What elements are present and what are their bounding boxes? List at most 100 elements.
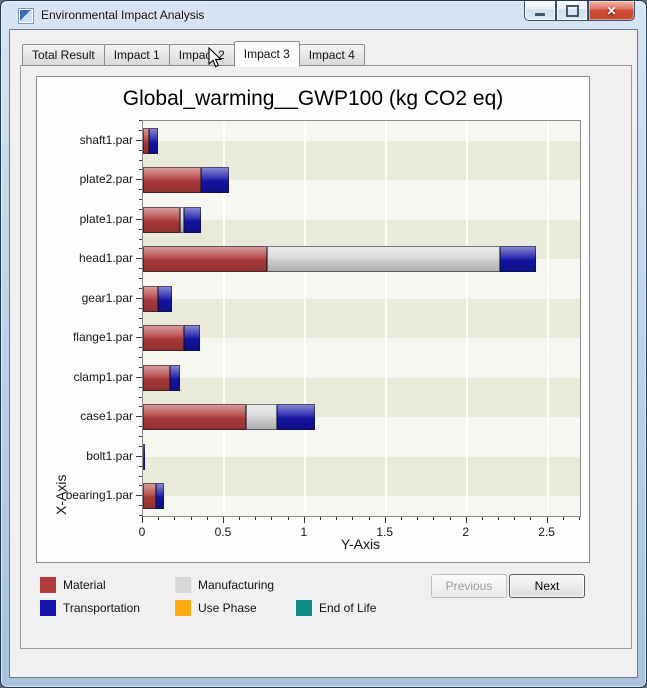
- bar-segment-material: [143, 167, 202, 194]
- axis-tick: [136, 455, 142, 457]
- chart-title: Global_warming__GWP100 (kg CO2 eq): [122, 87, 504, 110]
- axis-tick: [139, 515, 142, 516]
- bar-segment-material: [143, 443, 144, 470]
- axis-tick: [139, 465, 142, 467]
- minimize-icon: [535, 13, 545, 16]
- bar-segment-manufacturing: [266, 246, 500, 273]
- maximize-icon: [565, 4, 579, 17]
- bar-segment-material: [143, 206, 181, 233]
- axis-tick: [139, 396, 142, 398]
- tab-impact-2[interactable]: Impact 2: [168, 44, 235, 66]
- close-icon: ✕: [606, 3, 617, 18]
- next-button[interactable]: Next: [509, 574, 585, 598]
- legend-item-end-of-life: End of Life: [296, 600, 376, 616]
- value-axis-title: Y-Axis: [340, 536, 381, 552]
- tab-impact-1[interactable]: Impact 1: [103, 44, 170, 66]
- axis-tick: [136, 376, 142, 378]
- legend-label: Material: [63, 578, 106, 592]
- axis-tick: [136, 297, 142, 299]
- tab-panel-impact-3: Global_warming__GWP100 (kg CO2 eq) X-Axi…: [20, 65, 632, 649]
- axis-tick: [139, 475, 142, 477]
- plot-band: [143, 298, 580, 339]
- axis-tick: [530, 517, 532, 520]
- chart-legend: Material Manufacturing Transportation Use P…: [40, 577, 460, 627]
- axis-tick: [465, 517, 467, 523]
- bar-segment-material: [143, 246, 267, 273]
- axis-tick: [136, 258, 142, 260]
- bar-segment-material: [143, 483, 156, 510]
- mouse-cursor-icon: [208, 47, 223, 68]
- maximize-button[interactable]: [556, 1, 588, 21]
- bar-segment-manufacturing: [245, 404, 277, 431]
- axis-tick: [142, 517, 143, 523]
- legend-label: End of Life: [319, 601, 377, 615]
- axis-tick: [255, 517, 257, 520]
- legend-swatch-use-phase: [175, 600, 191, 616]
- axis-tick: [139, 445, 142, 447]
- bar-segment-material: [143, 404, 246, 431]
- tick-label: 2: [462, 525, 470, 539]
- axis-tick: [139, 149, 142, 151]
- legend-item-transportation: Transportation: [40, 600, 140, 616]
- title-bar[interactable]: Environmental Impact Analysis ✕: [1, 1, 646, 29]
- tab-strip: Total Result Impact 1 Impact 2 Impact 3 Impa…: [22, 41, 365, 67]
- bar-segment-material: [143, 127, 150, 154]
- tick-label: 2.5: [538, 525, 555, 539]
- axis-tick: [481, 517, 483, 520]
- axis-tick: [139, 278, 142, 279]
- category-label: plate2.par: [79, 172, 133, 187]
- minimize-button[interactable]: [524, 1, 556, 21]
- legend-item-material: Material: [40, 577, 106, 593]
- tab-total-result[interactable]: Total Result: [22, 44, 105, 66]
- axis-tick: [139, 366, 142, 368]
- axis-tick: [139, 238, 142, 240]
- axis-tick: [139, 327, 142, 329]
- axis-tick: [433, 517, 435, 520]
- category-label: gear1.par: [81, 290, 133, 305]
- axis-tick: [139, 347, 142, 349]
- axis-tick: [336, 517, 338, 520]
- bar-segment-transportation: [276, 404, 315, 431]
- axis-tick: [136, 139, 142, 141]
- axis-tick: [139, 436, 142, 437]
- axis-tick: [562, 517, 564, 520]
- bar-segment-transportation: [157, 285, 173, 312]
- axis-tick: [368, 517, 370, 520]
- tick-label: 1: [300, 525, 308, 539]
- plot-band: [143, 496, 580, 516]
- category-label: flange1.par: [72, 330, 133, 345]
- legend-swatch-transportation: [40, 600, 56, 616]
- window-title: Environmental Impact Analysis: [41, 8, 205, 22]
- plot-band: [143, 338, 580, 378]
- previous-button[interactable]: Previous: [431, 574, 507, 598]
- tick-label: 0: [138, 525, 146, 539]
- legend-item-manufacturing: Manufacturing: [175, 577, 274, 593]
- tick-label: 0.5: [214, 525, 232, 539]
- axis-tick: [400, 517, 402, 520]
- bar-segment-transportation: [201, 167, 229, 194]
- tab-impact-3[interactable]: Impact 3: [233, 41, 300, 67]
- legend-swatch-manufacturing: [175, 577, 191, 593]
- axis-tick: [139, 228, 142, 230]
- axis-tick: [139, 169, 142, 171]
- axis-tick: [139, 317, 142, 319]
- legend-swatch-end-of-life: [296, 600, 312, 616]
- axis-tick: [139, 129, 142, 131]
- axis-tick: [139, 208, 142, 210]
- bar-segment-transportation: [155, 483, 165, 510]
- axis-tick: [139, 307, 142, 309]
- legend-item-use-phase: Use Phase: [175, 600, 257, 616]
- category-label: head1.par: [78, 251, 133, 266]
- category-label: plate1.par: [79, 211, 133, 226]
- axis-tick: [303, 517, 305, 523]
- axis-tick: [136, 179, 142, 181]
- axis-tick: [139, 386, 142, 388]
- bar-segment-manufacturing: [180, 206, 185, 233]
- close-button[interactable]: ✕: [588, 1, 635, 21]
- axis-tick: [352, 517, 354, 520]
- plot-area: [142, 120, 581, 517]
- gridline: [303, 121, 306, 516]
- tab-impact-4[interactable]: Impact 4: [298, 44, 365, 66]
- axis-tick: [158, 517, 160, 520]
